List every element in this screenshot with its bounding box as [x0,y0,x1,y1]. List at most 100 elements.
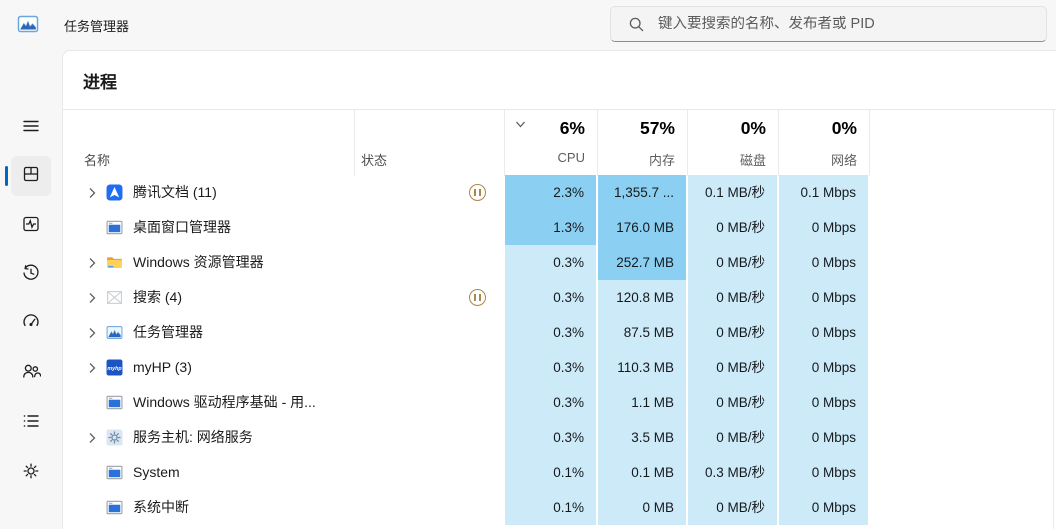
cpu-usage-cell[interactable]: 0.1% [505,455,596,490]
mem-usage-cell[interactable]: 87.5 MB [598,315,686,350]
disk-usage-cell[interactable]: 0.3 MB/秒 [688,455,777,490]
window-icon [106,499,123,516]
window-icon [106,219,123,236]
sidebar-item-startup-apps[interactable] [11,303,51,343]
disk-usage-cell[interactable]: 0 MB/秒 [688,315,777,350]
column-label-mem: 内存 [648,153,675,168]
svg-text:myhp: myhp [107,366,122,372]
disk-usage-cell[interactable]: 0 MB/秒 [688,280,777,315]
process-name: Windows 资源管理器 [133,254,264,270]
sidebar-item-processes[interactable] [11,156,51,196]
expand-chevron-icon[interactable] [84,430,100,446]
disk-usage-cell[interactable]: 0 MB/秒 [688,490,777,525]
column-label-net: 网络 [830,153,857,168]
process-row[interactable]: 搜索 (4) 0.3% 120.8 MB 0 MB/秒 0 Mbps [63,280,1056,315]
content-panel: 进程 名称 状态 6% CPU 57% 内存 0% 磁盘 0% 网络 腾讯文档 (11) 2.3… [62,50,1056,529]
process-row[interactable]: 桌面窗口管理器 1.3% 176.0 MB 0 MB/秒 0 Mbps [63,210,1056,245]
net-usage-cell[interactable]: 0 Mbps [779,455,868,490]
search-box[interactable] [610,6,1047,42]
expand-chevron-icon[interactable] [84,360,100,376]
column-label-disk: 磁盘 [739,153,766,168]
cpu-usage-cell[interactable]: 0.3% [505,385,596,420]
folder-icon [106,254,123,271]
cpu-usage-cell[interactable]: 0.3% [505,245,596,280]
column-header-name[interactable]: 名称 [84,153,111,168]
sidebar-item-users[interactable] [11,353,51,393]
header-column-divider [504,110,505,176]
cpu-usage-cell[interactable]: 0.3% [505,315,596,350]
mem-usage-cell[interactable]: 120.8 MB [598,280,686,315]
cpu-usage-cell[interactable]: 0.3% [505,420,596,455]
header-column-divider [597,110,598,176]
cpu-usage-cell[interactable]: 0.1% [505,490,596,525]
net-usage-cell[interactable]: 0 Mbps [779,245,868,280]
myhp-icon: myhp [106,359,123,376]
search-input[interactable] [658,16,1046,32]
process-name: 服务主机: 网络服务 [133,429,253,445]
process-row[interactable]: 任务管理器 0.3% 87.5 MB 0 MB/秒 0 Mbps [63,315,1056,350]
process-row[interactable]: Windows 资源管理器 0.3% 252.7 MB 0 MB/秒 0 Mbps [63,245,1056,280]
mem-usage-cell[interactable]: 3.5 MB [598,420,686,455]
process-name: 桌面窗口管理器 [133,219,231,235]
disk-usage-cell[interactable]: 0 MB/秒 [688,350,777,385]
process-name: myHP (3) [133,359,192,375]
net-usage-cell[interactable]: 0 Mbps [779,420,868,455]
net-usage-cell[interactable]: 0 Mbps [779,210,868,245]
cpu-usage-cell[interactable]: 2.3% [505,175,596,210]
cpu-usage-cell[interactable]: 1.3% [505,210,596,245]
expand-chevron-icon[interactable] [84,255,100,271]
process-row[interactable]: 系统中断 0.1% 0 MB 0 MB/秒 0 Mbps [63,490,1056,525]
panel-right-divider [1053,109,1054,529]
sort-chevron-down-icon[interactable] [513,117,528,132]
net-usage-cell[interactable]: 0 Mbps [779,490,868,525]
process-name: 任务管理器 [133,324,203,340]
sidebar-item-services[interactable] [11,453,51,493]
process-row[interactable]: 服务主机: 网络服务 0.3% 3.5 MB 0 MB/秒 0 Mbps [63,420,1056,455]
process-row[interactable]: Windows 驱动程序基础 - 用... 0.3% 1.1 MB 0 MB/秒 0 M… [63,385,1056,420]
mem-usage-cell[interactable]: 1.1 MB [598,385,686,420]
sidebar-item-performance[interactable] [11,206,51,246]
column-header-cpu[interactable]: 6% CPU [504,110,597,176]
sidebar-item-details[interactable] [11,403,51,443]
total-disk-percent: 0% [740,118,766,138]
expand-chevron-icon[interactable] [84,290,100,306]
total-cpu-percent: 6% [559,118,585,138]
sidebar-item-menu[interactable] [11,108,51,148]
disk-usage-cell[interactable]: 0.1 MB/秒 [688,175,777,210]
mem-usage-cell[interactable]: 252.7 MB [598,245,686,280]
mem-usage-cell[interactable]: 0.1 MB [598,455,686,490]
net-usage-cell[interactable]: 0 Mbps [779,385,868,420]
gear-icon [21,461,41,486]
title-bar: 任务管理器 [0,0,1056,48]
net-usage-cell[interactable]: 0 Mbps [779,280,868,315]
expand-chevron-icon[interactable] [84,185,100,201]
mem-usage-cell[interactable]: 1,355.7 ... [598,175,686,210]
window-title: 任务管理器 [64,19,130,34]
disk-usage-cell[interactable]: 0 MB/秒 [688,245,777,280]
service-gear-icon [106,429,123,446]
taskmgr-icon [106,324,123,341]
column-header-disk[interactable]: 0% 磁盘 [687,110,778,176]
mem-usage-cell[interactable]: 176.0 MB [598,210,686,245]
disk-usage-cell[interactable]: 0 MB/秒 [688,385,777,420]
mem-usage-cell[interactable]: 0 MB [598,490,686,525]
disk-usage-cell[interactable]: 0 MB/秒 [688,210,777,245]
sidebar-item-app-history[interactable] [11,255,51,295]
processes-icon [21,164,41,189]
column-header-status[interactable]: 状态 [361,153,388,168]
expand-chevron-icon[interactable] [84,325,100,341]
cpu-usage-cell[interactable]: 0.3% [505,350,596,385]
search-icon [628,16,645,33]
process-name: System [133,464,180,480]
column-header-mem[interactable]: 57% 内存 [597,110,687,176]
net-usage-cell[interactable]: 0 Mbps [779,350,868,385]
disk-usage-cell[interactable]: 0 MB/秒 [688,420,777,455]
net-usage-cell[interactable]: 0.1 Mbps [779,175,868,210]
column-header-net[interactable]: 0% 网络 [778,110,869,176]
mem-usage-cell[interactable]: 110.3 MB [598,350,686,385]
process-row[interactable]: System 0.1% 0.1 MB 0.3 MB/秒 0 Mbps [63,455,1056,490]
net-usage-cell[interactable]: 0 Mbps [779,315,868,350]
process-row[interactable]: 腾讯文档 (11) 2.3% 1,355.7 ... 0.1 MB/秒 0.1 Mbps [63,175,1056,210]
process-row[interactable]: myhp myHP (3) 0.3% 110.3 MB 0 MB/秒 0 Mbps [63,350,1056,385]
cpu-usage-cell[interactable]: 0.3% [505,280,596,315]
